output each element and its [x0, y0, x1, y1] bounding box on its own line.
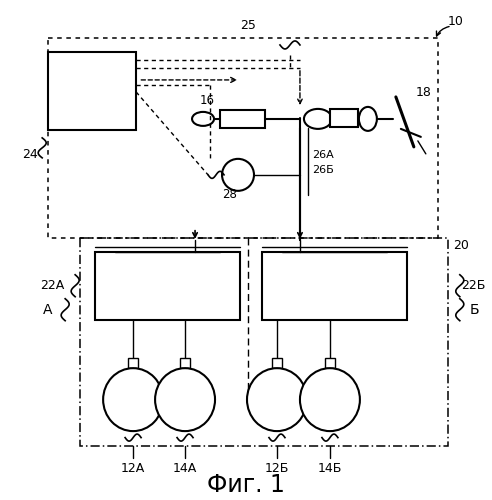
Bar	[48, 52, 136, 130]
Text: A: A	[42, 302, 52, 316]
Text: Фиг. 1: Фиг. 1	[207, 472, 285, 496]
Ellipse shape	[304, 109, 332, 129]
Text: 26A: 26A	[312, 150, 334, 160]
Bar	[95, 252, 240, 320]
Text: 22A: 22A	[40, 279, 64, 292]
Text: 24: 24	[22, 148, 38, 162]
Text: 25: 25	[240, 19, 256, 32]
Bar	[272, 358, 282, 368]
Ellipse shape	[300, 368, 360, 431]
Text: 18: 18	[416, 86, 431, 100]
Bar	[180, 358, 190, 368]
Circle shape	[222, 159, 254, 191]
Ellipse shape	[359, 107, 377, 131]
Text: 28: 28	[222, 188, 238, 201]
Text: 20: 20	[453, 240, 469, 252]
Ellipse shape	[155, 368, 215, 431]
Bar	[128, 358, 138, 368]
Ellipse shape	[192, 112, 214, 126]
Text: 14A: 14A	[173, 462, 197, 474]
Text: 12A: 12A	[121, 462, 145, 474]
Bar	[325, 358, 335, 368]
Text: 26Б: 26Б	[312, 165, 334, 175]
Text: 22Б: 22Б	[461, 279, 486, 292]
Bar	[262, 252, 407, 320]
Ellipse shape	[247, 368, 307, 431]
Bar	[80, 238, 448, 446]
Text: Б: Б	[470, 302, 480, 316]
Text: 14Б: 14Б	[318, 462, 342, 474]
Bar	[48, 38, 438, 238]
Text: 12Б: 12Б	[265, 462, 289, 474]
Bar	[220, 110, 265, 128]
Text: 16: 16	[200, 94, 215, 107]
Bar	[330, 109, 358, 127]
Text: 10: 10	[448, 16, 463, 28]
Ellipse shape	[103, 368, 163, 431]
